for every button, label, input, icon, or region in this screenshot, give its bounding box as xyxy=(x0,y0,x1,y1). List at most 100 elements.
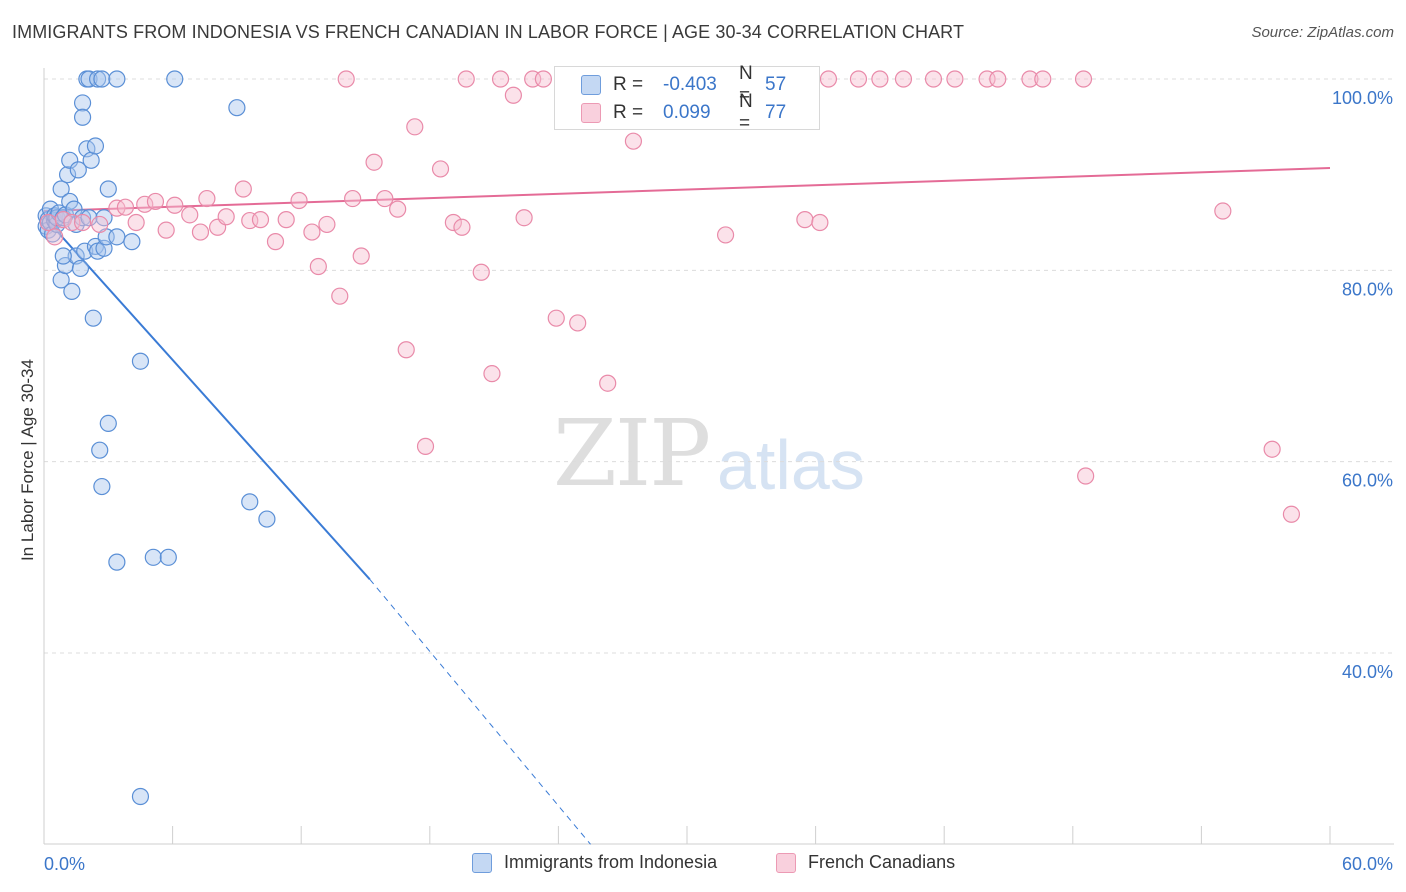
point-indonesia xyxy=(131,787,150,806)
point-french-canadian xyxy=(217,208,235,226)
point-french-canadian xyxy=(365,153,383,171)
legend-item-indonesia[interactable]: Immigrants from Indonesia xyxy=(472,852,717,873)
point-french-canadian xyxy=(191,223,210,241)
point-french-canadian xyxy=(483,365,501,383)
point-french-canadian xyxy=(406,118,424,136)
point-french-canadian xyxy=(1214,202,1232,220)
point-french-canadian xyxy=(376,189,394,208)
point-french-canadian xyxy=(819,70,838,88)
point-indonesia xyxy=(159,548,177,566)
point-french-canadian xyxy=(331,287,349,305)
point-french-canadian xyxy=(472,263,490,281)
point-french-canadian xyxy=(1034,70,1052,88)
point-indonesia xyxy=(166,70,184,88)
point-french-canadian xyxy=(166,196,184,214)
point-french-canadian xyxy=(318,215,336,234)
point-french-canadian xyxy=(198,189,216,208)
watermark-atlas: atlas xyxy=(717,426,865,504)
point-french-canadian xyxy=(1077,467,1095,485)
point-french-canadian xyxy=(251,211,270,229)
point-french-canadian xyxy=(397,341,415,359)
point-indonesia xyxy=(82,151,100,169)
point-french-canadian xyxy=(871,70,889,88)
point-french-canadian xyxy=(234,180,252,198)
legend-label: Immigrants from Indonesia xyxy=(504,852,718,872)
point-french-canadian xyxy=(344,189,362,208)
trend-line-indonesia xyxy=(43,216,371,581)
point-french-canadian xyxy=(73,213,92,232)
point-indonesia xyxy=(108,553,126,571)
point-indonesia xyxy=(73,108,92,126)
point-french-canadian xyxy=(946,70,964,88)
point-indonesia xyxy=(228,99,246,117)
point-indonesia xyxy=(58,166,77,184)
point-french-canadian xyxy=(389,200,407,218)
point-french-canadian xyxy=(811,213,829,232)
y-tick-label: 100.0% xyxy=(1332,88,1393,108)
point-french-canadian xyxy=(181,206,199,224)
point-indonesia xyxy=(93,477,111,496)
point-indonesia xyxy=(84,309,102,327)
n-label: N = xyxy=(739,63,753,106)
french-canadian-swatch xyxy=(581,103,601,123)
r-label: R = xyxy=(613,74,644,95)
point-indonesia xyxy=(63,282,81,300)
point-indonesia xyxy=(54,247,72,265)
point-french-canadian xyxy=(894,70,913,88)
point-indonesia xyxy=(258,510,276,528)
point-french-canadian xyxy=(416,437,435,455)
point-indonesia xyxy=(61,151,79,169)
point-french-canadian xyxy=(157,221,175,239)
point-french-canadian xyxy=(290,191,308,210)
point-indonesia xyxy=(73,94,92,112)
point-french-canadian xyxy=(46,228,64,246)
legend-label: French Canadians xyxy=(808,852,956,872)
point-indonesia xyxy=(52,180,70,198)
r-label: R = xyxy=(613,102,644,123)
point-indonesia xyxy=(99,180,117,198)
point-french-canadian xyxy=(491,70,510,88)
point-indonesia xyxy=(69,161,87,179)
point-indonesia xyxy=(88,70,107,88)
point-french-canadian xyxy=(136,195,154,213)
trend-lines xyxy=(43,166,1331,845)
point-indonesia xyxy=(241,493,259,511)
point-french-canadian xyxy=(116,198,135,216)
indonesia-swatch xyxy=(472,852,492,873)
point-french-canadian xyxy=(989,70,1007,88)
axes xyxy=(43,68,1394,845)
point-indonesia xyxy=(91,441,109,459)
trend-line-french-canadian xyxy=(43,166,1331,213)
point-indonesia xyxy=(76,242,94,260)
point-french-canadian xyxy=(796,211,814,229)
point-french-canadian xyxy=(1263,440,1281,458)
point-indonesia xyxy=(123,233,141,251)
y-tick-label: 60.0% xyxy=(1342,471,1393,491)
point-french-canadian xyxy=(91,215,109,234)
point-french-canadian xyxy=(624,132,643,150)
point-french-canadian xyxy=(337,70,355,88)
point-french-canadian xyxy=(1282,505,1301,523)
point-french-canadian xyxy=(108,199,126,217)
watermark-zip: ZIP xyxy=(553,400,711,507)
point-french-canadian xyxy=(924,70,943,88)
point-french-canadian xyxy=(444,213,462,232)
series-legend: Immigrants from Indonesia French Canadia… xyxy=(0,852,1406,878)
trend-line-indonesia-extrapolated xyxy=(369,579,591,845)
point-french-canadian xyxy=(309,257,327,276)
tick-labels: 40.0% 60.0% 80.0% 100.0% 0.0% 60.0% xyxy=(44,88,1393,874)
point-french-canadian xyxy=(431,160,450,178)
point-french-canadian xyxy=(599,374,617,392)
point-french-canadian xyxy=(547,309,565,327)
y-tick-label: 40.0% xyxy=(1342,662,1393,682)
point-indonesia xyxy=(93,70,111,88)
x-tick-label: 60.0% xyxy=(1342,854,1393,874)
point-french-canadian xyxy=(457,70,475,88)
r-value: -0.403 xyxy=(663,74,717,95)
legend-item-french-canadian[interactable]: French Canadians xyxy=(776,852,955,873)
point-indonesia xyxy=(108,70,126,88)
stats-legend: R = -0.403 N = 57 R = 0.099 N = 77 xyxy=(554,63,820,134)
point-french-canadian xyxy=(504,86,522,104)
point-indonesia xyxy=(108,228,126,246)
point-french-canadian xyxy=(849,70,868,88)
